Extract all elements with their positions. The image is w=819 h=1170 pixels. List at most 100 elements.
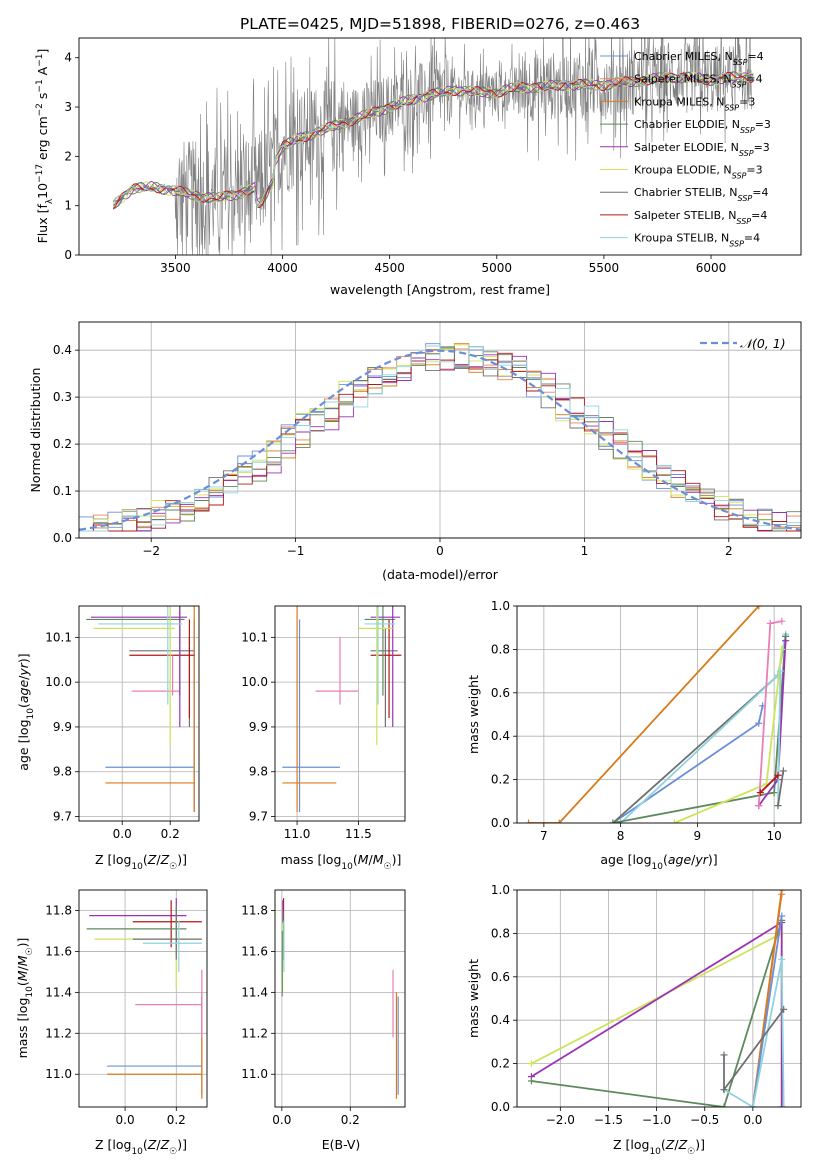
y-tick-label: 4 xyxy=(64,51,72,65)
y-tick-label: 11.0 xyxy=(45,1067,72,1081)
errorbar-point xyxy=(370,606,401,727)
y-axis-label: Flux [fλ10−17 erg cm−2 s−1 A−1] xyxy=(35,49,55,244)
legend-entry: Salpeter MILES, NSSP=4 xyxy=(634,73,763,90)
x-tick-label: −1 xyxy=(287,544,305,558)
errorbar-point xyxy=(131,655,180,696)
x-tick-label: 4000 xyxy=(267,261,298,275)
y-tick-label: 0 xyxy=(64,248,72,262)
panel-spectrum: 3500 4000 4500 5000 5500 6000 0 1 2 3 4 wavelength … xyxy=(35,37,802,297)
x-axis-label: Z [log10(Z/Z☉)] xyxy=(95,1137,187,1157)
plot-area xyxy=(86,898,203,1099)
y-tick-label: 0.6 xyxy=(491,686,510,700)
weight-line xyxy=(777,671,782,806)
y-axis-label: mass weight xyxy=(466,675,481,754)
legend: Chabrier MILES, NSSP=4 Salpeter MILES, NS… xyxy=(600,50,771,248)
y-tick-label: 0.2 xyxy=(491,773,510,787)
errorbar-point xyxy=(370,628,398,727)
errorbar-point xyxy=(358,606,393,745)
panel-mass_vs_ebv: 0.0 0.2 11.0 11.2 11.4 11.6 11.8 E(B-V) xyxy=(241,889,406,1152)
x-tick-label: 3500 xyxy=(160,261,191,275)
legend-entry: Chabrier MILES, NSSP=4 xyxy=(634,50,764,67)
x-tick-label: −1.5 xyxy=(594,1113,623,1127)
weight-line xyxy=(752,915,783,1107)
legend-entry: Kroupa ELODIE, NSSP=3 xyxy=(634,164,763,181)
model-spectrum xyxy=(112,71,754,209)
y-tick-label: 2 xyxy=(64,149,72,163)
y-tick-label: 0.4 xyxy=(53,343,72,357)
weight-series xyxy=(609,632,790,823)
x-tick-label: 11.5 xyxy=(345,827,372,841)
errorbar-point xyxy=(98,606,183,705)
x-axis-label: E(B-V) xyxy=(322,1137,361,1152)
y-tick-label: 10.0 xyxy=(241,675,268,689)
axes-frame xyxy=(516,889,802,1108)
legend-entry: Chabrier STELIB, NSSP=4 xyxy=(634,186,768,203)
weight-series xyxy=(720,1005,788,1094)
y-axis-label: mass [log10(M/M☉)] xyxy=(15,938,35,1059)
x-tick-label: 0.0 xyxy=(272,1113,291,1127)
weight-series xyxy=(749,912,786,1107)
weight-series xyxy=(755,617,786,810)
x-tick-label: 7 xyxy=(540,829,548,843)
errorbar-point xyxy=(94,916,202,989)
legend-entry: Salpeter STELIB, NSSP=4 xyxy=(634,209,767,226)
x-tick-label: 8 xyxy=(617,829,625,843)
y-tick-label: 11.4 xyxy=(241,985,268,999)
axes-frame xyxy=(78,605,200,822)
x-tick-label: 6000 xyxy=(696,261,727,275)
legend-entry: Salpeter ELODIE, NSSP=3 xyxy=(634,141,770,158)
weight-line xyxy=(612,705,764,823)
y-tick-label: 10.1 xyxy=(241,630,268,644)
x-tick-label: 5000 xyxy=(482,261,513,275)
weight-series xyxy=(756,771,782,797)
y-tick-label: 3 xyxy=(64,100,72,114)
histogram-series xyxy=(79,345,801,532)
x-tick-label: 2 xyxy=(725,544,733,558)
y-tick-label: 0.8 xyxy=(491,926,510,940)
y-tick-label: 11.4 xyxy=(45,985,72,999)
x-tick-label: 4500 xyxy=(374,261,405,275)
errorbar-point xyxy=(105,606,195,813)
plot-area xyxy=(112,38,754,255)
figure-title: PLATE=0425, MJD=51898, FIBERID=0276, z=0… xyxy=(240,15,640,33)
x-tick-label: 0.0 xyxy=(116,1113,135,1127)
errorbar-point xyxy=(282,606,337,813)
errorbar-point xyxy=(143,920,202,972)
x-axis-label: Z [log10(Z/Z☉)] xyxy=(613,1137,705,1157)
plot-area xyxy=(79,343,801,532)
plot-area xyxy=(281,898,399,1099)
y-tick-label: 10.1 xyxy=(45,630,72,644)
panel-residuals: −2 −1 0 1 2 0.0 0.1 0.2 0.3 0.4 (data-model)/error… xyxy=(28,321,802,582)
y-tick-label: 0.4 xyxy=(491,729,510,743)
y-tick-label: 1.0 xyxy=(491,599,510,613)
errorbar-point xyxy=(107,996,203,1095)
weight-line xyxy=(723,1008,785,1093)
plot-area xyxy=(527,890,788,1107)
weight-series xyxy=(609,632,790,823)
panel-age_vs_Z: 0.0 0.2 9.7 9.8 9.9 10.0 10.1 Z [log10(Z/Z☉)] ag… xyxy=(16,605,200,872)
panel-mass_vs_Z: 0.0 0.2 11.0 11.2 11.4 11.6 11.8 Z [log10(Z/Z☉)… xyxy=(15,889,208,1157)
errorbar-point xyxy=(89,898,187,936)
legend-entry: Kroupa MILES, NSSP=3 xyxy=(634,95,755,112)
y-tick-label: 11.2 xyxy=(45,1026,72,1040)
y-tick-label: 1 xyxy=(64,199,72,213)
y-tick-label: 0.2 xyxy=(53,437,72,451)
y-tick-label: 10.0 xyxy=(45,675,72,689)
weight-line xyxy=(777,770,785,806)
x-tick-label: 0.2 xyxy=(341,1113,360,1127)
axes-frame xyxy=(274,605,406,822)
y-tick-label: 11.8 xyxy=(241,903,268,917)
x-tick-label: 0.2 xyxy=(167,1113,186,1127)
legend-entry: Chabrier ELODIE, NSSP=3 xyxy=(634,118,771,135)
y-axis-label: Normed distribution xyxy=(28,368,43,493)
y-tick-label: 11.0 xyxy=(241,1067,268,1081)
errorbar-point xyxy=(364,606,396,696)
errorbar-point xyxy=(107,992,203,1099)
axes-frame xyxy=(274,889,406,1108)
x-axis-label: mass [log10(M/M☉)] xyxy=(281,852,402,872)
weight-line xyxy=(759,774,779,794)
y-tick-label: 11.2 xyxy=(241,1026,268,1040)
errorbar-point xyxy=(129,619,195,718)
x-tick-label: 9 xyxy=(694,829,702,843)
weight-series xyxy=(774,767,787,810)
